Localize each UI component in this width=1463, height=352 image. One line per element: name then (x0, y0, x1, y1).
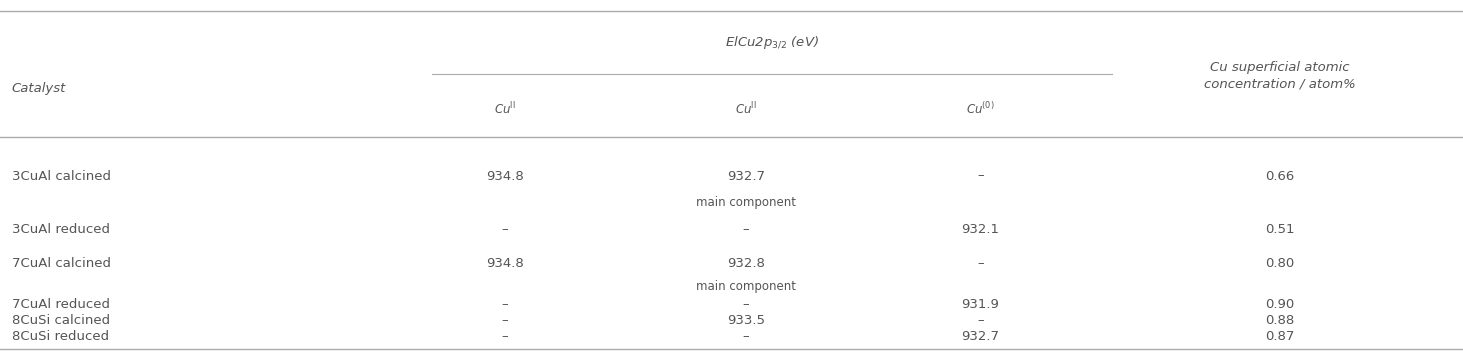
Text: main component: main component (696, 281, 796, 293)
Text: Cu$^{\rm II}$: Cu$^{\rm II}$ (736, 101, 756, 118)
Text: 7CuAl reduced: 7CuAl reduced (12, 298, 110, 311)
Text: 932.7: 932.7 (961, 330, 999, 342)
Text: 934.8: 934.8 (486, 257, 524, 270)
Text: Catalyst: Catalyst (12, 82, 66, 95)
Text: 7CuAl calcined: 7CuAl calcined (12, 257, 111, 270)
Text: Cu$^{\rm II}$: Cu$^{\rm II}$ (494, 101, 515, 118)
Text: Cu superficial atomic
concentration / atom%: Cu superficial atomic concentration / at… (1204, 61, 1356, 91)
Text: –: – (977, 314, 983, 327)
Text: 0.88: 0.88 (1265, 314, 1295, 327)
Text: 0.66: 0.66 (1265, 170, 1295, 182)
Text: –: – (743, 224, 749, 236)
Text: 934.8: 934.8 (486, 170, 524, 182)
Text: 0.90: 0.90 (1265, 298, 1295, 311)
Text: 931.9: 931.9 (961, 298, 999, 311)
Text: –: – (502, 330, 508, 342)
Text: –: – (502, 224, 508, 236)
Text: –: – (743, 330, 749, 342)
Text: 0.51: 0.51 (1265, 224, 1295, 236)
Text: Cu$^{\rm (0)}$: Cu$^{\rm (0)}$ (966, 101, 995, 117)
Text: 932.8: 932.8 (727, 257, 765, 270)
Text: main component: main component (696, 196, 796, 208)
Text: ElCu2p$_{3/2}$ (eV): ElCu2p$_{3/2}$ (eV) (724, 35, 819, 51)
Text: –: – (743, 298, 749, 311)
Text: 3CuAl reduced: 3CuAl reduced (12, 224, 110, 236)
Text: –: – (502, 298, 508, 311)
Text: –: – (977, 257, 983, 270)
Text: 933.5: 933.5 (727, 314, 765, 327)
Text: 8CuSi reduced: 8CuSi reduced (12, 330, 108, 342)
Text: 8CuSi calcined: 8CuSi calcined (12, 314, 110, 327)
Text: –: – (502, 314, 508, 327)
Text: 932.7: 932.7 (727, 170, 765, 182)
Text: 0.87: 0.87 (1265, 330, 1295, 342)
Text: 3CuAl calcined: 3CuAl calcined (12, 170, 111, 182)
Text: 0.80: 0.80 (1265, 257, 1295, 270)
Text: 932.1: 932.1 (961, 224, 999, 236)
Text: –: – (977, 170, 983, 182)
